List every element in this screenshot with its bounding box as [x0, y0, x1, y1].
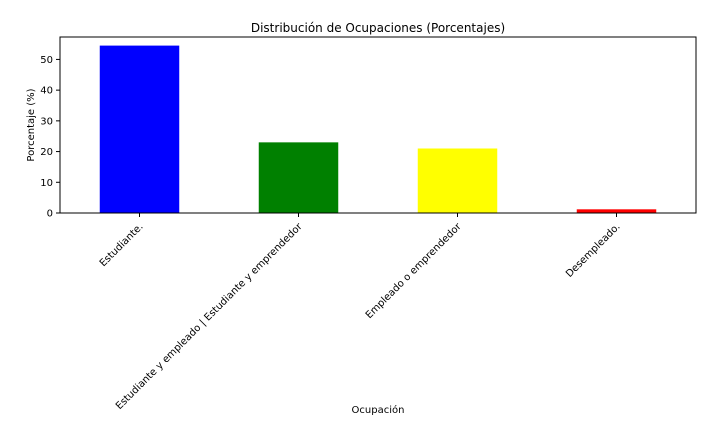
x-tick-label: Desempleado.: [564, 221, 623, 280]
chart-title: Distribución de Ocupaciones (Porcentajes…: [251, 21, 505, 35]
bar-2: [417, 148, 498, 213]
y-tick-label: 20: [40, 147, 53, 158]
x-tick-label: Empleado o emprendedor: [364, 221, 464, 321]
x-axis-title: Ocupación: [352, 404, 405, 416]
x-tick-label: Estudiante y empleado | Estudiante y emp…: [114, 221, 305, 412]
plot-frame: [59, 36, 697, 214]
y-axis: 0 10 20 30 40 50: [40, 55, 60, 220]
bar-0: [99, 45, 180, 214]
x-axis: Estudiante.Estudiante y empleado | Estud…: [98, 213, 623, 412]
y-tick-label: 30: [40, 116, 53, 127]
y-tick-label: 0: [47, 209, 53, 220]
y-tick-label: 50: [40, 55, 53, 66]
y-axis-title: Porcentaje (%): [26, 88, 37, 161]
bars-group: [99, 45, 657, 214]
x-tick-label: Estudiante.: [98, 221, 146, 269]
bar-3: [576, 209, 657, 213]
y-tick-label: 40: [40, 86, 53, 97]
bar-1: [258, 142, 339, 213]
y-tick-label: 10: [40, 178, 53, 189]
